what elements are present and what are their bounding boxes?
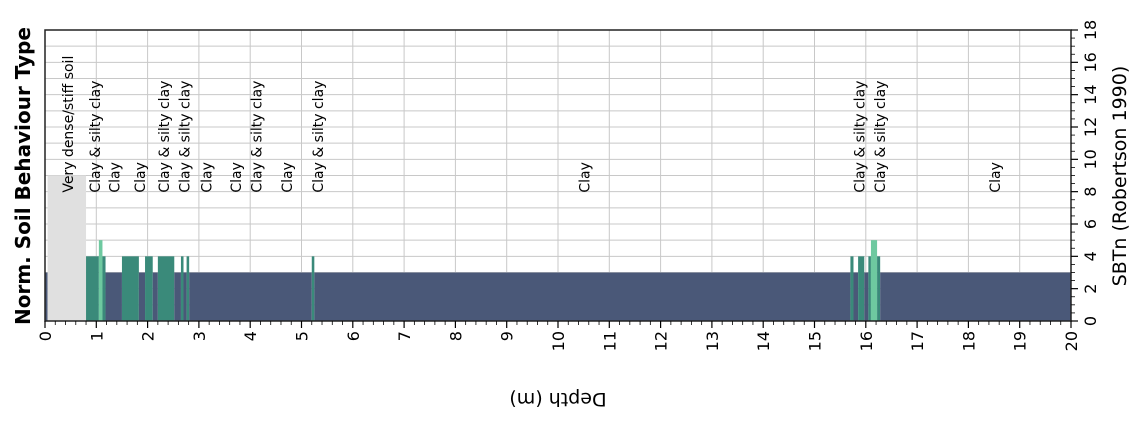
x-tick-label: 0 xyxy=(36,331,55,341)
soil-type-label: Clay & silty clay xyxy=(249,81,265,193)
x-tick-label: 10 xyxy=(549,331,568,351)
sbt-bar xyxy=(102,256,106,321)
x-tick-label: 9 xyxy=(498,331,517,341)
soil-type-label: Very dense/stiff soil xyxy=(61,56,77,193)
soil-type-label: Clay xyxy=(578,162,594,193)
sbt-bar xyxy=(186,256,190,321)
x-axis-label: Depth (m) xyxy=(509,388,606,410)
sbt-bar xyxy=(850,256,854,321)
sbt-bar xyxy=(105,272,122,321)
sbt-bar xyxy=(174,272,181,321)
sbt-bar xyxy=(145,256,153,321)
y-tick-label: 16 xyxy=(1081,52,1100,72)
soil-type-label: Clay & silty clay xyxy=(853,81,869,193)
sbt-bar xyxy=(45,272,48,321)
chart-title: Norm. Soil Behaviour Type xyxy=(11,27,35,325)
x-tick-label: 11 xyxy=(600,331,619,351)
y-tick-label: 6 xyxy=(1081,219,1100,229)
sbt-bar xyxy=(858,256,865,321)
x-tick-label: 15 xyxy=(806,331,825,351)
x-tick-label: 6 xyxy=(344,331,363,341)
x-tick-label: 17 xyxy=(908,331,927,351)
x-tick-label: 3 xyxy=(190,331,209,341)
soil-type-label: Clay xyxy=(988,162,1004,193)
x-tick-label: 4 xyxy=(241,331,260,341)
x-tick-label: 18 xyxy=(959,331,978,351)
sbt-bar xyxy=(868,256,871,321)
x-tick-label: 14 xyxy=(754,331,773,351)
soil-type-label: Clay & silty clay xyxy=(178,81,194,193)
x-tick-label: 7 xyxy=(395,331,414,341)
sbt-bar xyxy=(880,272,1071,321)
x-tick-label: 20 xyxy=(1062,331,1081,351)
sbt-bar xyxy=(180,256,184,321)
x-tick-label: 16 xyxy=(857,331,876,351)
x-tick-label: 2 xyxy=(139,331,158,341)
sbt-bars xyxy=(45,175,1071,321)
sbt-bar xyxy=(98,240,103,321)
y-tick-label: 14 xyxy=(1081,84,1100,104)
soil-type-annotations: Very dense/stiff soil Clay & silty clay Cl… xyxy=(61,56,1004,193)
y-axis-label: SBTn (Robertson 1990) xyxy=(1109,66,1131,287)
sbt-bar xyxy=(870,240,878,321)
soil-type-label: Clay xyxy=(229,162,245,193)
sbt-bar xyxy=(138,272,146,321)
sbt-bar xyxy=(864,272,869,321)
y-tick-label: 10 xyxy=(1081,149,1100,169)
y-tick-label: 4 xyxy=(1081,251,1100,261)
sbt-bar xyxy=(121,256,139,321)
y-tick-label: 18 xyxy=(1081,20,1100,40)
sbt-bar xyxy=(853,272,859,321)
x-tick-label: 8 xyxy=(446,331,465,341)
soil-type-label: Clay & silty clay xyxy=(311,81,327,193)
y-tick-label: 8 xyxy=(1081,187,1100,197)
sbt-bar xyxy=(311,256,315,321)
sbt-bar xyxy=(877,256,881,321)
sbt-bar xyxy=(183,272,187,321)
sbt-bar xyxy=(314,272,851,321)
x-tick-label: 19 xyxy=(1011,331,1030,351)
x-tick-label: 13 xyxy=(703,331,722,351)
x-axis: 0 1 2 3 4 5 6 7 8 9 10 11 12 13 14 15 16 17 18 19 20 xyxy=(36,321,1081,351)
sbt-bar xyxy=(152,272,158,321)
soil-type-label: Clay & silty clay xyxy=(88,81,104,193)
sbt-bar xyxy=(86,256,99,321)
soil-type-label: Clay xyxy=(107,162,123,193)
y-axis: 0 2 4 6 8 10 12 14 16 18 xyxy=(1071,20,1100,326)
y-tick-label: 0 xyxy=(1081,316,1100,326)
soil-type-label: Clay xyxy=(200,162,216,193)
x-tick-label: 1 xyxy=(87,331,106,341)
sbt-bar xyxy=(157,256,175,321)
x-tick-label: 12 xyxy=(652,331,671,351)
y-tick-label: 2 xyxy=(1081,284,1100,294)
x-tick-label: 5 xyxy=(293,331,312,341)
soil-type-label: Clay & silty clay xyxy=(157,81,173,193)
soil-type-label: Clay xyxy=(133,162,149,193)
soil-type-label: Clay & silty clay xyxy=(873,81,889,193)
sbt-bar xyxy=(47,175,87,321)
y-tick-label: 12 xyxy=(1081,117,1100,137)
sbt-bar xyxy=(189,272,312,321)
soil-type-label: Clay xyxy=(280,162,296,193)
